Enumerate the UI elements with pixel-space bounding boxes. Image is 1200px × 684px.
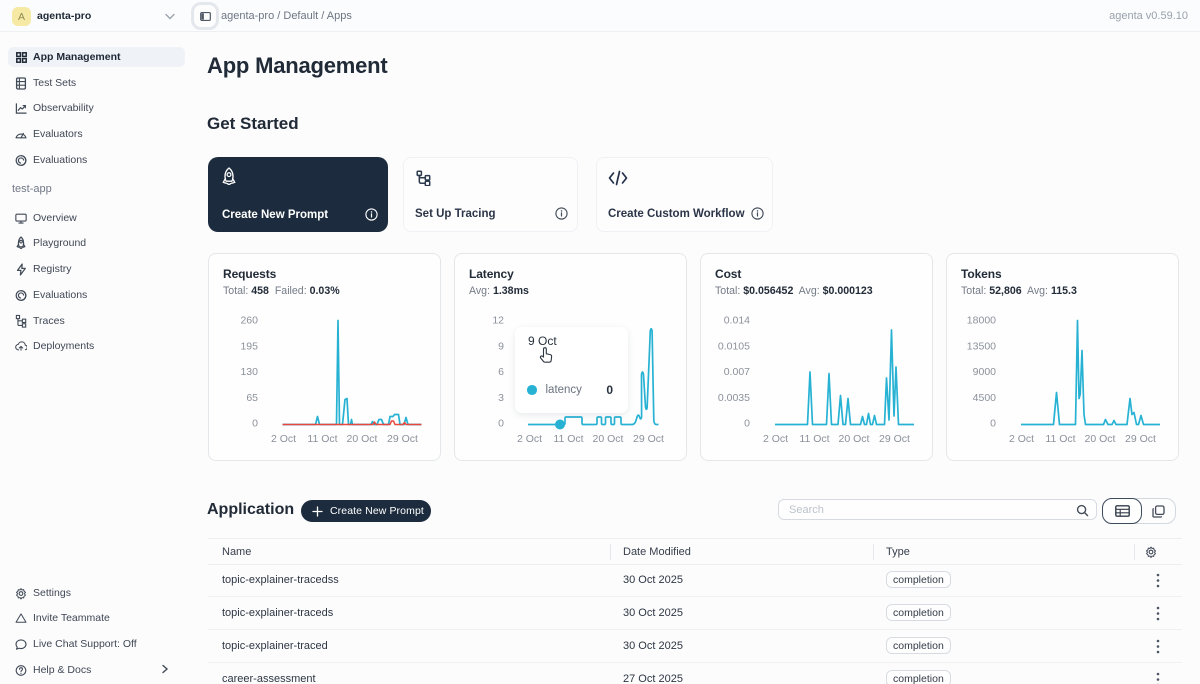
svg-text:0: 0 [744, 418, 750, 430]
svg-text:2 Oct: 2 Oct [1009, 433, 1034, 445]
svg-text:11 Oct: 11 Oct [307, 433, 337, 445]
svg-text:20 Oct: 20 Oct [593, 433, 624, 445]
svg-text:20 Oct: 20 Oct [839, 433, 870, 445]
svg-text:11 Oct: 11 Oct [1045, 433, 1075, 445]
svg-text:20 Oct: 20 Oct [1085, 433, 1116, 445]
svg-text:2 Oct: 2 Oct [517, 433, 542, 445]
svg-text:29 Oct: 29 Oct [633, 433, 664, 445]
svg-text:2 Oct: 2 Oct [763, 433, 788, 445]
svg-text:0.014: 0.014 [724, 315, 750, 327]
svg-text:9: 9 [498, 340, 504, 352]
svg-text:0.007: 0.007 [724, 366, 750, 378]
svg-text:0: 0 [990, 418, 996, 430]
svg-text:18000: 18000 [967, 315, 996, 327]
svg-text:3: 3 [498, 392, 504, 404]
svg-text:29 Oct: 29 Oct [1125, 433, 1156, 445]
svg-text:12: 12 [492, 315, 504, 327]
svg-text:195: 195 [240, 340, 258, 352]
svg-text:4500: 4500 [973, 392, 997, 404]
svg-text:0.0035: 0.0035 [718, 392, 750, 404]
svg-text:29 Oct: 29 Oct [387, 433, 418, 445]
svg-text:29 Oct: 29 Oct [879, 433, 910, 445]
svg-text:11 Oct: 11 Oct [553, 433, 583, 445]
svg-text:9000: 9000 [973, 366, 997, 378]
svg-text:20 Oct: 20 Oct [347, 433, 378, 445]
svg-text:13500: 13500 [967, 340, 996, 352]
svg-text:2 Oct: 2 Oct [271, 433, 296, 445]
svg-text:0: 0 [498, 418, 504, 430]
svg-text:0.0105: 0.0105 [718, 340, 750, 352]
svg-text:260: 260 [240, 315, 258, 327]
svg-text:130: 130 [240, 366, 258, 378]
svg-text:11 Oct: 11 Oct [799, 433, 829, 445]
svg-text:65: 65 [246, 392, 258, 404]
svg-text:6: 6 [498, 366, 504, 378]
svg-text:0: 0 [252, 418, 258, 430]
